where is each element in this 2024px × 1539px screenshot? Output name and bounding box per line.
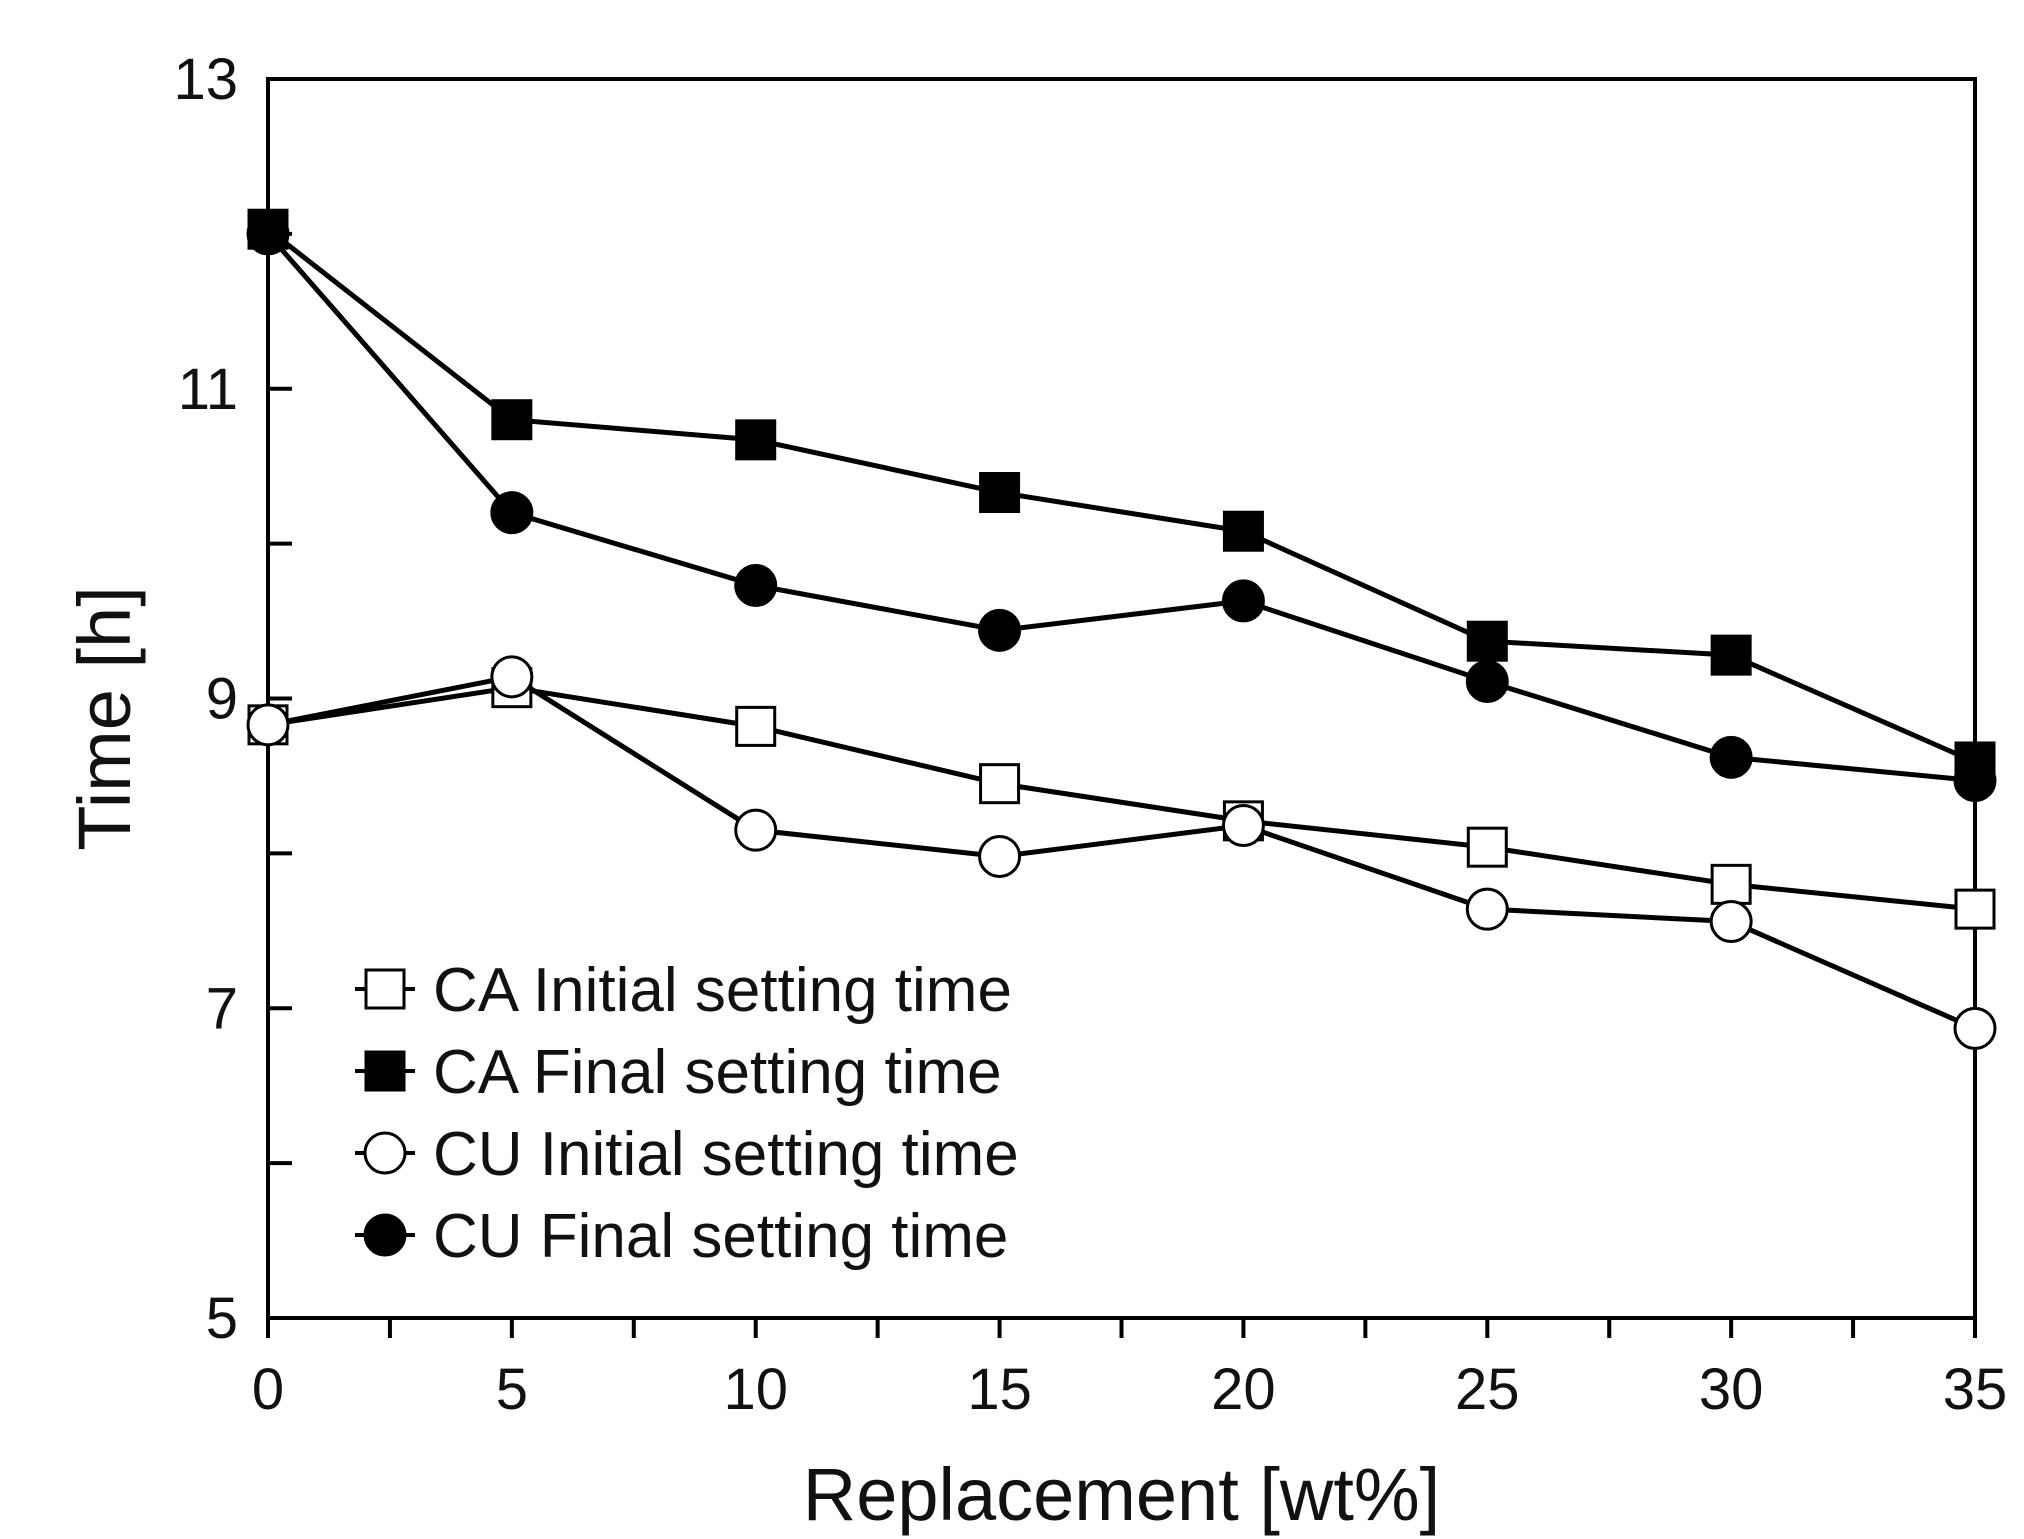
data-point bbox=[1709, 735, 1753, 779]
data-point bbox=[1222, 510, 1264, 552]
y-tick-label: 7 bbox=[206, 976, 238, 1041]
y-tick-label: 9 bbox=[206, 667, 238, 732]
legend-label: CA Initial setting time bbox=[433, 956, 1012, 1025]
series-line bbox=[267, 674, 1977, 1031]
y-axis-title: Time [h] bbox=[63, 586, 146, 851]
legend-marker bbox=[364, 968, 406, 1010]
y-tick-label: 13 bbox=[173, 47, 238, 112]
data-point bbox=[490, 655, 534, 699]
x-tick-label: 5 bbox=[496, 1357, 528, 1422]
data-point bbox=[491, 399, 533, 441]
data-point bbox=[1466, 620, 1508, 662]
series-1 bbox=[247, 667, 1996, 930]
data-point bbox=[1953, 759, 1997, 803]
x-tick-label: 35 bbox=[1943, 1357, 2008, 1422]
legend-marker bbox=[363, 1213, 407, 1257]
data-point bbox=[979, 472, 1021, 514]
legend-marker bbox=[363, 1131, 407, 1175]
series-line bbox=[266, 232, 1976, 784]
data-point bbox=[1709, 900, 1753, 944]
x-tick-label: 30 bbox=[1699, 1357, 1764, 1422]
y-tick-label: 5 bbox=[206, 1286, 238, 1351]
y-axis-ticks: 5 7 9 11 13 bbox=[173, 47, 292, 1351]
series-4 bbox=[246, 212, 1997, 803]
data-point bbox=[1710, 863, 1752, 905]
legend-item: CA Final setting time bbox=[355, 1038, 1002, 1107]
data-point bbox=[1465, 659, 1509, 703]
x-axis-ticks: 0 5 10 15 20 25 30 35 bbox=[252, 1318, 2007, 1422]
data-point bbox=[734, 563, 778, 607]
data-point bbox=[1954, 888, 1996, 930]
series-layer bbox=[246, 208, 1997, 1050]
x-tick-label: 15 bbox=[967, 1357, 1032, 1422]
data-point bbox=[979, 763, 1021, 805]
data-point bbox=[978, 608, 1022, 652]
data-point bbox=[246, 212, 290, 256]
data-point bbox=[1466, 826, 1508, 868]
x-tick-label: 10 bbox=[723, 1357, 788, 1422]
data-point bbox=[735, 419, 777, 461]
series-3 bbox=[246, 655, 1997, 1050]
series-line bbox=[267, 685, 1976, 912]
data-point bbox=[1953, 1006, 1997, 1050]
data-point bbox=[1710, 634, 1752, 676]
legend-item: CU Initial setting time bbox=[355, 1120, 1019, 1189]
data-point bbox=[1221, 803, 1265, 847]
x-tick-label: 20 bbox=[1211, 1357, 1276, 1422]
data-point bbox=[1221, 579, 1265, 623]
legend-marker bbox=[364, 1050, 406, 1092]
x-axis-title: Replacement [wt%] bbox=[803, 1453, 1441, 1536]
data-point bbox=[735, 705, 777, 747]
legend-label: CU Initial setting time bbox=[433, 1120, 1019, 1189]
y-tick-label: 11 bbox=[178, 357, 238, 422]
legend-item: CU Final setting time bbox=[355, 1202, 1008, 1271]
x-tick-label: 25 bbox=[1455, 1357, 1520, 1422]
legend-label: CU Final setting time bbox=[433, 1202, 1008, 1271]
data-point bbox=[1465, 887, 1509, 931]
data-point bbox=[978, 834, 1022, 878]
data-point bbox=[734, 808, 778, 852]
x-tick-label: 0 bbox=[252, 1357, 284, 1422]
series-line bbox=[266, 227, 1977, 765]
data-point bbox=[490, 491, 534, 535]
data-point bbox=[246, 703, 290, 747]
legend: CA Initial setting time CA Final setting … bbox=[355, 956, 1019, 1271]
legend-item: CA Initial setting time bbox=[355, 956, 1012, 1025]
legend-label: CA Final setting time bbox=[433, 1038, 1002, 1107]
